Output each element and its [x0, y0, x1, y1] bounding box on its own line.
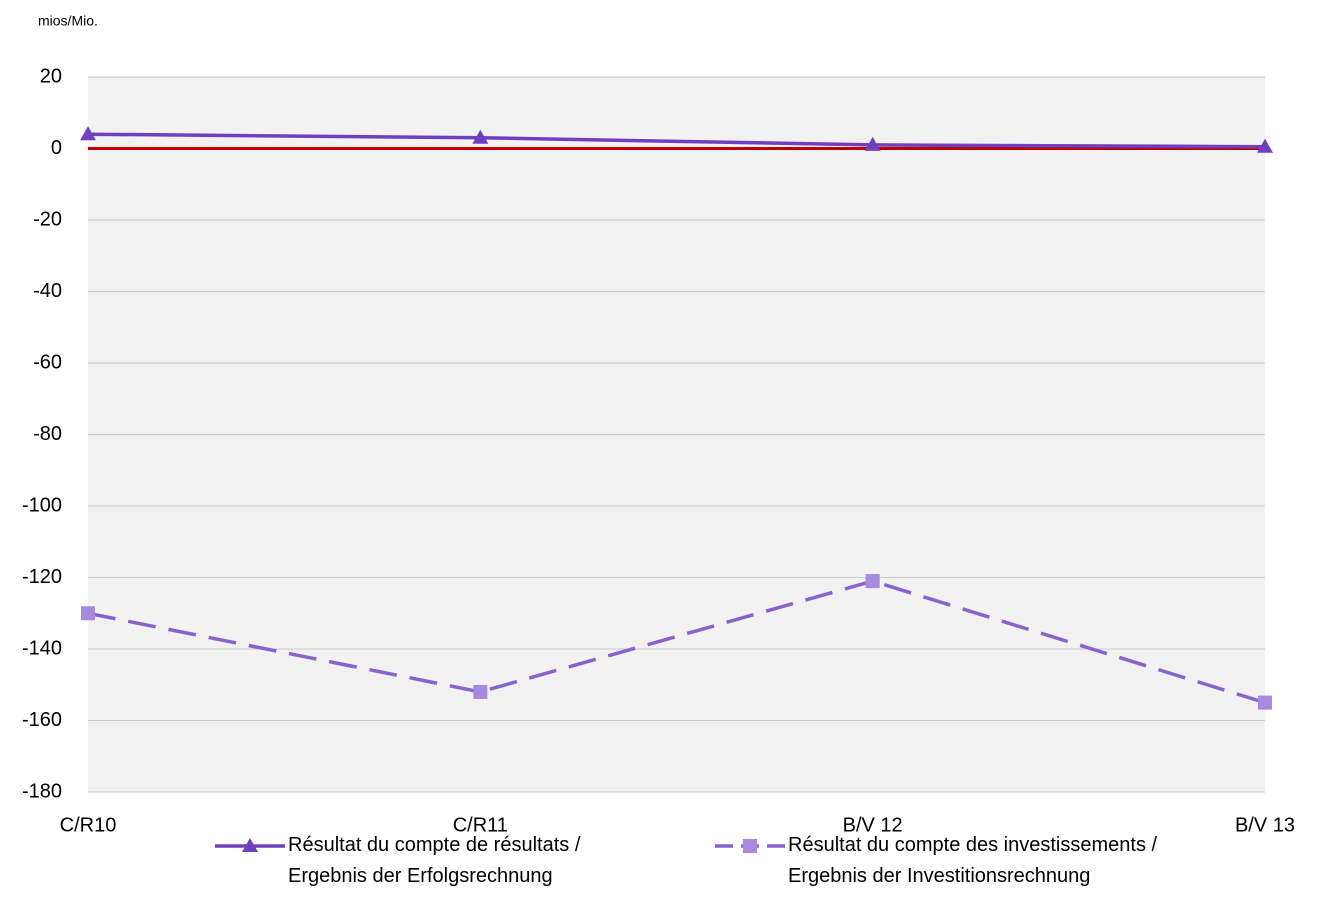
point [864, 136, 881, 151]
point [865, 574, 880, 589]
y-tick-label: -100 [22, 494, 62, 516]
unit-label: mios/Mio. [38, 13, 98, 29]
point [81, 606, 95, 621]
y-tick-label: -80 [33, 423, 62, 445]
legend-label: Résultat du compte de résultats / Ergebn… [288, 834, 581, 887]
legend-marker [743, 839, 757, 853]
y-tick-label: -60 [33, 351, 62, 373]
legend-label: Résultat du compte des investissements /… [788, 834, 1158, 887]
point [1258, 695, 1272, 710]
y-tick-label: -40 [33, 280, 62, 302]
x-tick-label: B/V 12 [843, 814, 903, 836]
y-tick-label: 20 [40, 65, 62, 87]
y-tick-label: -140 [22, 637, 62, 659]
y-tick-label: -120 [22, 566, 62, 588]
point [80, 126, 96, 141]
y-tick-label: -20 [33, 208, 62, 230]
y-tick-label: -160 [22, 709, 62, 731]
y-tick-label: 0 [51, 137, 62, 159]
point [1257, 138, 1273, 153]
point [473, 684, 488, 699]
series-line [87, 132, 1266, 149]
x-tick-label: C/R10 [60, 814, 117, 836]
point [472, 129, 489, 144]
x-tick-label: B/V 13 [1235, 814, 1295, 836]
legend-marker [242, 838, 258, 852]
x-tick-label: C/R11 [453, 814, 508, 836]
y-tick-label: -180 [22, 780, 62, 802]
